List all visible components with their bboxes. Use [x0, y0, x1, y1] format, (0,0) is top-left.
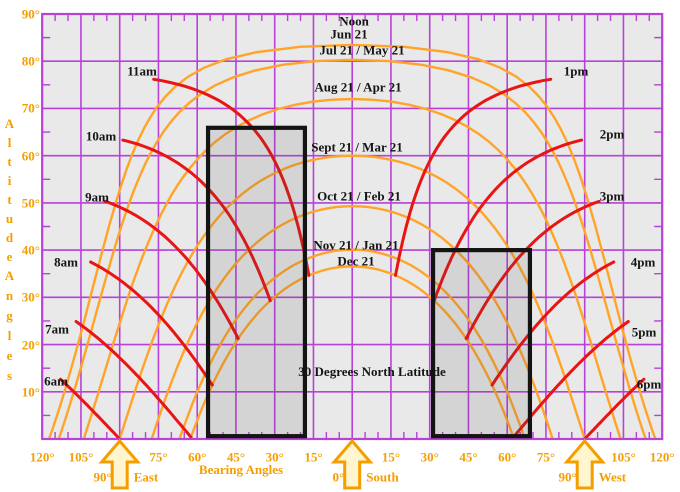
y-axis-title-angles: Angles [2, 268, 17, 388]
compass-east-label: East [133, 469, 159, 485]
compass-south-angle-label: 0° [332, 469, 345, 485]
hour-line-4pm [490, 260, 616, 387]
hour-line-7am [74, 320, 193, 439]
x-tick-label-east-15: 15° [304, 449, 323, 465]
hour-label-1pm: 1pm [563, 63, 589, 79]
hour-line-2pm [432, 138, 584, 303]
y-tick-label-20: 20° [21, 337, 40, 353]
hour-line-8am [89, 260, 214, 387]
east-arrow-icon [98, 438, 141, 490]
hour-label-8am: 8am [54, 254, 78, 270]
hour-label-11am: 11am [127, 63, 157, 79]
hour-label-7am: 7am [45, 321, 69, 337]
x-tick-label-west-105: 105° [611, 449, 636, 465]
hour-label-6pm: 6pm [636, 376, 662, 392]
x-tick-label-west-75: 75° [536, 449, 556, 465]
y-tick-label-90: 90° [21, 6, 40, 22]
compass-south-label: South [366, 469, 399, 485]
hour-label-4pm: 4pm [630, 254, 656, 270]
date-label-dec-21: Dec 21 [337, 253, 375, 269]
hour-label-9am: 9am [85, 189, 109, 205]
hour-line-6pm [583, 377, 646, 441]
hour-line-10am [121, 138, 272, 303]
compass-west-label: West [598, 469, 627, 485]
hour-label-3pm: 3pm [599, 188, 625, 204]
latitude-title: 30 Degrees North Latitude [298, 364, 446, 379]
date-curve-aug-21-apr-21 [82, 97, 622, 441]
highlight-box-2 [430, 248, 533, 439]
y-tick-label-50: 50° [21, 195, 40, 211]
x-tick-label-east-30: 30° [265, 449, 284, 465]
date-label-jul-21-may-21: Jul 21 / May 21 [319, 42, 405, 58]
hour-line-9am [103, 199, 240, 340]
hour-label-5pm: 5pm [631, 324, 657, 340]
x-tick-label-east-120: 120° [29, 449, 55, 465]
x-tick-label-east-60: 60° [188, 449, 207, 465]
south-arrow-icon [330, 438, 374, 490]
x-tick-label-east-75: 75° [149, 449, 168, 465]
hour-label-2pm: 2pm [599, 126, 625, 142]
hour-line-11am [152, 77, 311, 277]
hour-line-1pm [394, 77, 553, 277]
date-curve-jul-21-may-21 [57, 58, 647, 441]
y-tick-label-70: 70° [21, 100, 40, 116]
date-curve-nov-21-jan-21 [178, 248, 527, 441]
hour-line-6am [59, 377, 122, 441]
x-tick-label-west-15: 15° [381, 449, 401, 465]
hour-line-3pm [464, 199, 601, 340]
hour-label-10am: 10am [85, 128, 117, 144]
y-tick-label-10: 10° [21, 384, 40, 400]
y-tick-label-80: 80° [21, 53, 40, 69]
y-tick-label-30: 30° [21, 289, 40, 305]
compass-east-angle-label: 90° [93, 469, 112, 485]
highlight-box-1 [205, 125, 308, 439]
date-label-nov-21-jan-21: Nov 21 / Jan 21 [313, 237, 399, 253]
date-label-jun-21: Jun 21 [330, 26, 368, 42]
x-tick-label-east-45: 45° [226, 449, 246, 465]
date-label-aug-21-apr-21: Aug 21 / Apr 21 [314, 79, 402, 95]
date-label-sept-21-mar-21: Sept 21 / Mar 21 [311, 139, 403, 155]
date-curve-oct-21-feb-21 [150, 204, 554, 441]
date-label-oct-21-feb-21: Oct 21 / Feb 21 [317, 188, 401, 204]
date-curve-jun-21 [47, 43, 657, 441]
x-tick-label-west-30: 30° [420, 449, 439, 465]
west-arrow-icon [563, 438, 606, 490]
x-tick-label-west-60: 60° [498, 449, 517, 465]
x-tick-label-west-45: 45° [459, 449, 478, 465]
compass-west-angle-label: 90° [558, 469, 577, 485]
y-tick-label-40: 40° [21, 242, 40, 258]
y-axis-title-altitude: Altitude [2, 116, 17, 268]
date-curve-dec-21 [189, 265, 516, 441]
y-tick-label-60: 60° [21, 148, 40, 164]
x-tick-label-east-105: 105° [68, 449, 94, 465]
noon-label: Noon [339, 13, 369, 29]
x-tick-label-west-120: 120° [649, 449, 675, 465]
x-axis-title: Bearing Angles [198, 462, 284, 477]
hour-label-6am: 6am [44, 373, 68, 389]
